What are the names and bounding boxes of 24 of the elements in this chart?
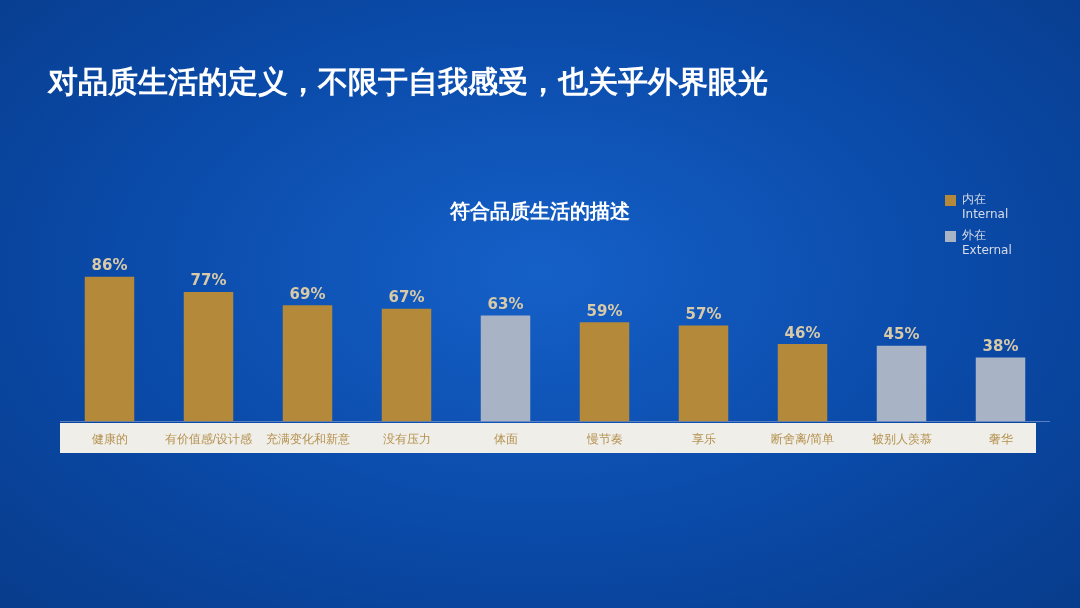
legend-label: 内在 Internal (962, 192, 1009, 222)
x-tick-label: 充满变化和新意 (265, 432, 350, 447)
legend-label: 外在 External (962, 228, 1012, 258)
x-tick-label: 没有压力 (382, 432, 431, 447)
data-label: 45% (883, 325, 920, 344)
x-tick-label: 有价值感/设计感 (164, 432, 253, 447)
x-tick-label: 体面 (493, 432, 518, 447)
chart-title: 对品质生活的定义，不限于自我感受，也关乎外界眼光 (48, 63, 768, 101)
x-tick-label: 被别人羡慕 (871, 432, 932, 447)
x-tick-label: 享乐 (691, 432, 716, 447)
x-tick-label: 断舍离/简单 (770, 432, 835, 447)
data-label: 46% (784, 323, 821, 342)
data-label: 69% (289, 284, 326, 303)
x-tick-label: 奢华 (988, 432, 1013, 447)
x-tick-label: 健康的 (91, 432, 128, 447)
chart-subtitle: 符合品质生活的描述 (450, 199, 630, 223)
data-label: 67% (388, 288, 425, 307)
x-tick-label: 慢节奏 (585, 432, 623, 447)
data-label: 63% (487, 294, 524, 313)
data-label: 57% (685, 304, 722, 323)
data-label: 86% (91, 256, 128, 275)
data-label: 38% (982, 336, 1019, 355)
data-label: 59% (586, 301, 623, 320)
data-label: 77% (190, 271, 227, 290)
